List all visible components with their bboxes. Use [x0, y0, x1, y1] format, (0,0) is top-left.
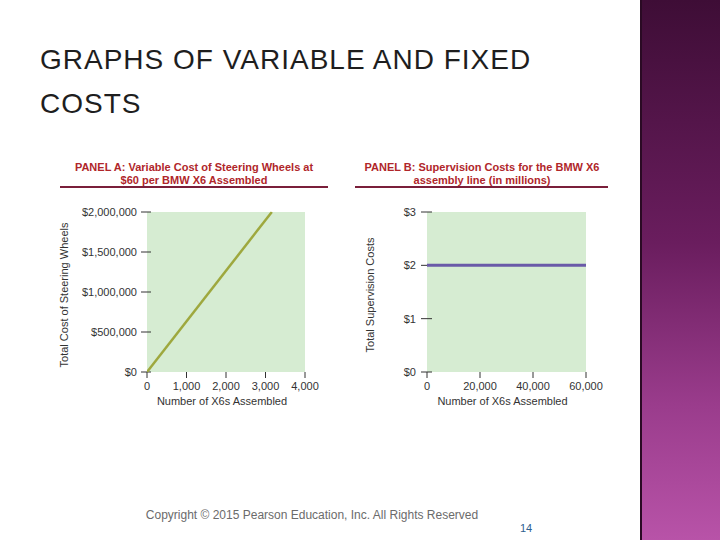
y-tick-label: $2,000,000 — [82, 206, 137, 218]
y-tick-label: $3 — [404, 206, 416, 218]
y-tick — [141, 212, 151, 213]
plot-area — [147, 212, 305, 372]
y-axis-label: Total Supervision Costs — [364, 237, 376, 352]
x-tick — [226, 372, 227, 378]
x-tick-label: 3,000 — [252, 380, 280, 392]
y-tick — [141, 372, 151, 373]
cost-line — [427, 264, 586, 267]
page-number: 14 — [520, 522, 532, 534]
y-tick-label: $0 — [404, 366, 416, 378]
y-tick-label: $1,500,000 — [82, 246, 137, 258]
y-tick — [141, 332, 151, 333]
x-tick — [586, 372, 587, 378]
x-tick-label: 2,000 — [212, 380, 240, 392]
series-group — [427, 265, 586, 266]
x-tick-label: 60,000 — [569, 380, 603, 392]
y-tick-label: $1,000,000 — [82, 286, 137, 298]
x-axis-label: Number of X6s Assembled — [157, 395, 287, 407]
x-tick-label: 0 — [144, 380, 150, 392]
cost-line — [147, 212, 272, 372]
x-tick — [533, 372, 534, 378]
y-tick-label: $1 — [404, 313, 416, 325]
x-tick-label: 40,000 — [516, 380, 550, 392]
x-tick — [480, 372, 481, 378]
x-tick-label: 0 — [424, 380, 430, 392]
y-tick-label: $0 — [125, 366, 137, 378]
slide-title: GRAPHS OF VARIABLE AND FIXED COSTS — [40, 38, 580, 126]
panel-title: PANEL A: Variable Cost of Steering Wheel… — [66, 161, 322, 187]
y-tick-label: $2 — [404, 259, 416, 271]
x-tick — [186, 372, 187, 378]
chart-0: $0 $500,000 $1,000,000 $1,500,000 $2,000,000… — [58, 206, 319, 407]
x-tick-label: 20,000 — [463, 380, 497, 392]
x-tick-label: 4,000 — [291, 380, 319, 392]
x-tick — [265, 372, 266, 378]
y-tick — [421, 212, 432, 213]
chart-1: $0 $1 $2 $3 0 20,000 40,000 60,000Number of X6s… — [364, 206, 603, 407]
x-tick — [147, 372, 148, 378]
panel-title: PANEL B: Supervision Costs for the BMW X… — [354, 161, 610, 187]
copyright: Copyright © 2015 Pearson Education, Inc.… — [0, 508, 624, 522]
x-tick — [427, 372, 428, 378]
series-group — [147, 212, 272, 372]
panel-rule — [60, 186, 328, 188]
sidebar — [642, 0, 720, 540]
y-tick — [141, 292, 151, 293]
y-axis-label: Total Cost of Steering Wheels — [58, 222, 70, 367]
y-tick — [421, 318, 432, 319]
y-tick — [141, 252, 151, 253]
charts: $0 $500,000 $1,000,000 $1,500,000 $2,000,000… — [0, 0, 720, 540]
panel-rule — [355, 186, 608, 188]
x-tick-label: 1,000 — [173, 380, 201, 392]
x-tick — [305, 372, 306, 378]
x-axis-label: Number of X6s Assembled — [437, 395, 567, 407]
plot-area — [427, 212, 586, 372]
y-tick-label: $500,000 — [91, 326, 137, 338]
